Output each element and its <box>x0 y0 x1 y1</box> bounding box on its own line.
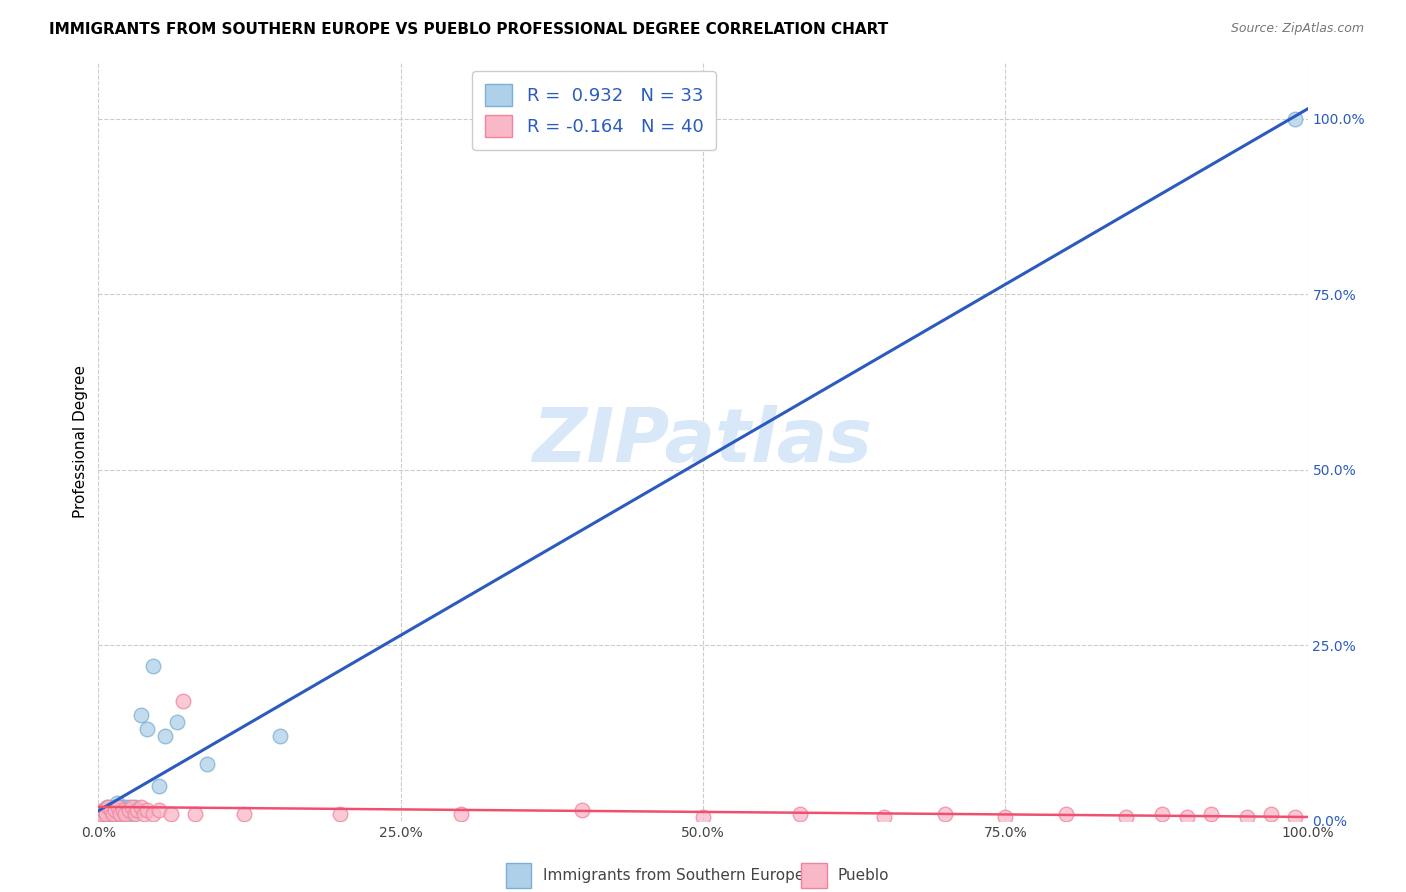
Point <box>118 803 141 817</box>
Point <box>94 806 117 821</box>
Point <box>100 803 122 817</box>
Point <box>1115 810 1137 824</box>
Point <box>160 806 183 821</box>
Point <box>121 799 143 814</box>
Point <box>153 730 176 744</box>
Point <box>232 806 254 821</box>
Text: ZIPatlas: ZIPatlas <box>533 405 873 478</box>
Point <box>111 806 134 821</box>
Legend: R =  0.932   N = 33, R = -0.164   N = 40: R = 0.932 N = 33, R = -0.164 N = 40 <box>472 71 716 150</box>
Point <box>96 799 118 814</box>
Point <box>1175 810 1198 824</box>
Point <box>97 805 120 820</box>
Point <box>172 694 194 708</box>
Point <box>789 806 811 821</box>
Point <box>108 799 131 814</box>
Point <box>134 806 156 821</box>
Point <box>108 806 131 821</box>
Point <box>101 803 124 817</box>
Point <box>1199 806 1222 821</box>
Point <box>166 715 188 730</box>
Point <box>129 799 152 814</box>
Point <box>98 803 121 817</box>
Point <box>101 806 124 821</box>
Point <box>994 810 1017 824</box>
Point <box>118 799 141 814</box>
Point <box>692 810 714 824</box>
Point <box>124 806 146 821</box>
Point <box>111 803 134 817</box>
Point <box>107 799 129 814</box>
Point <box>142 659 165 673</box>
Point <box>103 799 125 814</box>
Point <box>148 803 170 817</box>
Point <box>571 803 593 817</box>
Point <box>129 708 152 723</box>
Point <box>1054 806 1077 821</box>
Point <box>873 810 896 824</box>
Point <box>934 806 956 821</box>
Point <box>91 803 114 817</box>
Point <box>1236 810 1258 824</box>
Text: IMMIGRANTS FROM SOUTHERN EUROPE VS PUEBLO PROFESSIONAL DEGREE CORRELATION CHART: IMMIGRANTS FROM SOUTHERN EUROPE VS PUEBL… <box>49 22 889 37</box>
Point <box>97 799 120 814</box>
Point <box>1260 806 1282 821</box>
Point <box>269 730 291 744</box>
Point <box>114 799 136 814</box>
Point <box>114 806 136 821</box>
Point <box>110 803 132 817</box>
Point <box>135 803 157 817</box>
Point <box>100 806 122 821</box>
Point <box>108 806 131 821</box>
Point <box>1284 112 1306 126</box>
Point <box>121 806 143 821</box>
Point <box>100 801 122 815</box>
Point <box>195 757 218 772</box>
Point <box>124 799 146 814</box>
Text: Immigrants from Southern Europe: Immigrants from Southern Europe <box>543 869 804 883</box>
Point <box>1152 806 1174 821</box>
Point <box>117 803 139 817</box>
Point <box>148 779 170 793</box>
Point <box>104 806 127 821</box>
Point <box>118 803 141 817</box>
Point <box>127 803 149 817</box>
Point <box>135 723 157 737</box>
Point <box>94 806 117 821</box>
Y-axis label: Professional Degree: Professional Degree <box>73 365 89 518</box>
Point <box>107 803 129 817</box>
Point <box>329 806 352 821</box>
Text: Pueblo: Pueblo <box>838 869 890 883</box>
Point <box>142 806 165 821</box>
Point <box>91 806 114 821</box>
Point <box>104 803 127 817</box>
Point <box>105 796 128 810</box>
Point <box>184 806 207 821</box>
Point <box>93 803 115 817</box>
Text: Source: ZipAtlas.com: Source: ZipAtlas.com <box>1230 22 1364 36</box>
Point <box>1284 810 1306 824</box>
Point <box>450 806 472 821</box>
Point <box>127 803 149 817</box>
Point <box>90 806 112 821</box>
